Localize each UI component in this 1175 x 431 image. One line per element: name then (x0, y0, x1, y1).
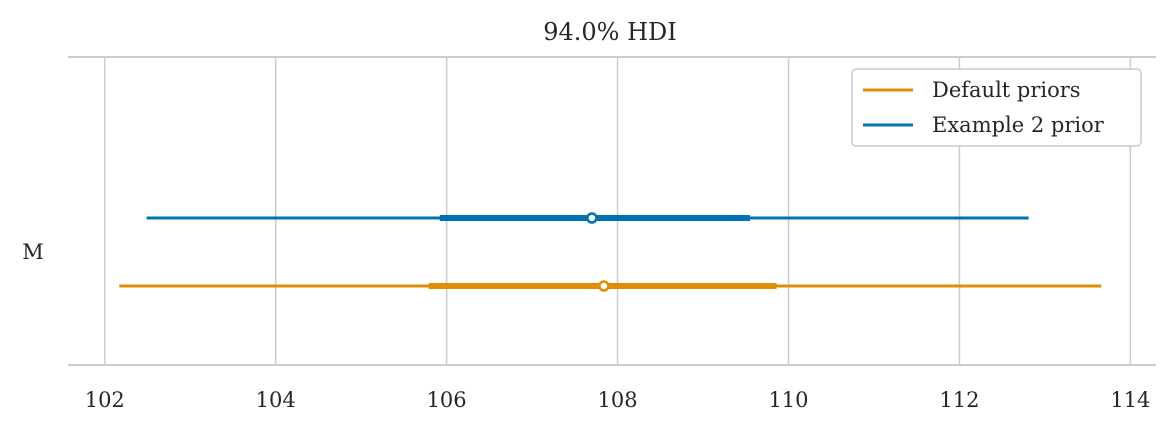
series-intervals (119, 212, 1102, 292)
legend-item-example-2-prior[interactable]: Example 2 prior (863, 113, 1105, 137)
legend-box (851, 68, 1142, 147)
x-tick-label-114: 114 (1110, 388, 1150, 412)
x-tick-label-104: 104 (256, 388, 296, 412)
legend-item-default-priors[interactable]: Default priors (863, 78, 1081, 102)
point-estimate-marker (586, 212, 598, 224)
x-tick-label-110: 110 (768, 388, 808, 412)
x-axis-ticks: 102 104 106 108 110 112 114 (85, 388, 1151, 412)
point-estimate-marker (598, 280, 610, 292)
legend-label: Example 2 prior (932, 113, 1105, 137)
series-default-priors (119, 280, 1102, 292)
legend[interactable]: Default priors Example 2 prior (851, 68, 1142, 147)
row-labels: M (22, 240, 44, 264)
x-tick-label-108: 108 (598, 388, 638, 412)
x-tick-label-102: 102 (85, 388, 125, 412)
legend-label: Default priors (932, 78, 1081, 102)
x-tick-label-106: 106 (427, 388, 467, 412)
x-tick-label-112: 112 (939, 388, 979, 412)
row-label-M: M (22, 240, 44, 264)
series-example-2-prior (146, 212, 1029, 224)
chart-title: 94.0% HDI (543, 18, 677, 46)
